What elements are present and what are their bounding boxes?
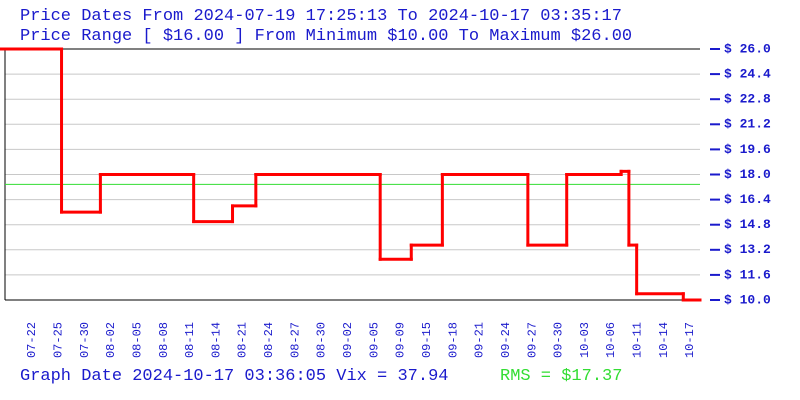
footer: Graph Date 2024-10-17 03:36:05 Vix = 37.… [20,367,448,386]
x-tick-label: 09-24 [499,322,513,358]
x-tick-label: 08-05 [130,322,144,358]
x-tick-label: 08-11 [183,322,197,358]
x-tick-label: 09-21 [473,322,487,358]
x-tick-label: 09-15 [420,322,434,358]
x-tick-label: 07-25 [51,322,65,358]
x-tick-label: 09-02 [341,322,355,358]
x-tick-label: 10-11 [631,322,645,358]
y-tick-label: $ 10.0 [724,292,771,307]
y-tick-label: $ 11.6 [724,267,771,282]
y-tick-label: $ 13.2 [724,242,771,257]
x-tick-label: 09-30 [552,322,566,358]
x-tick-label: 07-22 [25,322,39,358]
y-tick-label: $ 18.0 [724,167,771,182]
x-tick-label: 08-24 [262,322,276,358]
x-tick-label: 10-17 [683,322,697,358]
x-tick-label: 09-09 [394,322,408,358]
x-tick-label: 10-03 [578,322,592,358]
x-tick-label: 10-14 [657,322,671,358]
date-from: 2024-07-19 17:25:13 [193,7,387,26]
y-tick-label: $ 16.4 [724,192,771,207]
y-tick-label: $ 14.8 [724,217,771,232]
dates-prefix: Price Dates From [20,7,183,26]
x-tick-label: 08-08 [157,322,171,358]
y-tick-label: $ 24.4 [724,67,771,82]
x-tick-label: 09-05 [367,322,381,358]
dates-joiner: To [397,7,417,26]
rms-text: RMS = $17.37 [500,367,622,386]
y-tick-label: $ 21.2 [724,117,771,132]
x-tick-label: 10-06 [604,322,618,358]
y-tick-label: $ 19.6 [724,142,771,157]
x-tick-label: 08-14 [209,322,223,358]
y-tick-label: $ 22.8 [724,92,771,107]
x-tick-label: 08-27 [288,322,302,358]
x-tick-label: 07-30 [78,322,92,358]
header-dates: Price Dates From 2024-07-19 17:25:13 To … [20,7,622,26]
y-tick-label: $ 26.0 [724,41,771,56]
rms-value: $17.37 [561,367,622,386]
date-to: 2024-10-17 03:35:17 [428,7,622,26]
header-range: Price Range [ $16.00 ] From Minimum $10.… [20,27,632,46]
x-tick-label: 08-02 [104,322,118,358]
x-tick-label: 09-18 [446,322,460,358]
rms-label: RMS = [500,367,551,386]
x-tick-label: 09-27 [525,322,539,358]
x-tick-label: 08-30 [315,322,329,358]
x-tick-label: 08-21 [236,322,250,358]
